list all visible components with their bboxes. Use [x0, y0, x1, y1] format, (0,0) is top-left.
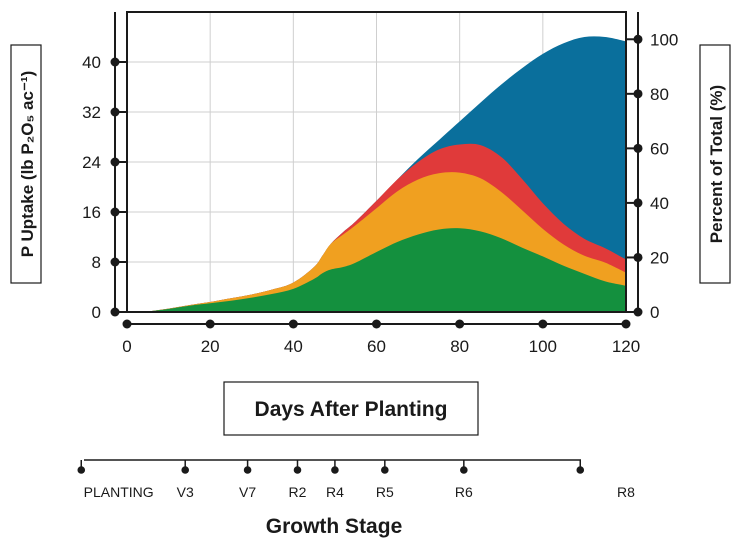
y2-tick-label: 20	[650, 248, 669, 267]
right-y-axis-ticks: 0 20 40 60 80 100	[626, 30, 678, 322]
growth-stage-label: R4	[326, 484, 344, 500]
y-axis-title: P Uptake (lb P₂O₅ ac⁻¹)	[18, 71, 37, 258]
area-series-green	[127, 228, 626, 312]
y-tick-label: 0	[92, 303, 101, 322]
x-tick-marker	[621, 319, 631, 329]
y2-tick-label: 80	[650, 85, 669, 104]
area-series	[127, 36, 626, 313]
y2-tick-label: 40	[650, 194, 669, 213]
x-tick-marker	[288, 319, 298, 329]
growth-stage-label: R6	[455, 484, 473, 500]
y-axis-title-box	[10, 44, 42, 284]
x-tick-label: 0	[122, 337, 131, 356]
growth-stage-label: V7	[239, 484, 256, 500]
y-tick-label: 40	[82, 53, 101, 72]
x-tick-label: 100	[529, 337, 557, 356]
x-tick-marker	[205, 319, 215, 329]
y-tick-label: 8	[92, 253, 101, 272]
x-tick-label: 80	[450, 337, 469, 356]
growth-stage-label: R5	[376, 484, 394, 500]
y2-axis-title: Percent of Total (%)	[707, 85, 726, 243]
x-tick-label: 20	[201, 337, 220, 356]
x-axis-title-box	[223, 381, 479, 436]
x-tick-marker	[455, 319, 465, 329]
growth-stage-label: R2	[289, 484, 307, 500]
growth-stage-label: V3	[177, 484, 194, 500]
left-y-axis-ticks: 0 8 16 24 32 40	[82, 53, 127, 322]
x-tick-marker	[538, 319, 548, 329]
y-tick-label: 24	[82, 153, 101, 172]
x-tick-marker	[372, 319, 381, 329]
growth-stage-label: R8	[617, 484, 635, 500]
growth-stage-title: Growth Stage	[266, 515, 403, 538]
y-tick-label: 16	[82, 203, 101, 222]
y2-tick-label: 100	[650, 30, 678, 49]
y-tick-label: 32	[82, 103, 101, 122]
x-tick-label: 60	[367, 337, 386, 356]
y2-tick-label: 0	[650, 303, 659, 322]
growth-stage-label: PLANTING	[84, 484, 154, 500]
x-tick-marker	[122, 319, 132, 329]
growth-stage-timeline: PLANTING V3 V7 R2 R4 R5 R6 R8	[77, 459, 635, 500]
y2-axis-title-box	[699, 44, 731, 284]
x-axis-ticks: 0 20 40 60 80 100 120	[122, 319, 640, 356]
x-axis-title: Days After Planting	[255, 398, 448, 421]
x-tick-label: 120	[612, 337, 640, 356]
y2-tick-label: 60	[650, 139, 669, 158]
x-tick-label: 40	[284, 337, 303, 356]
